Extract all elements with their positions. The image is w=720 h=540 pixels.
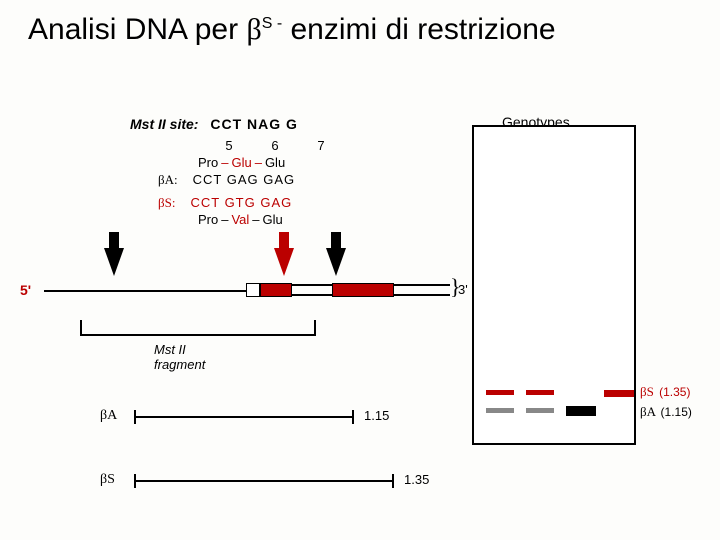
title-pre: Analisi DNA per — [28, 13, 246, 46]
codon-numbers: 5 6 7 — [220, 138, 330, 153]
mst-site: Mst II site: CCT NAG G — [130, 116, 298, 132]
gel-band — [486, 390, 514, 395]
dna-single-line — [44, 290, 260, 292]
gel-band — [526, 408, 554, 413]
arrow-head-black-1 — [104, 248, 124, 276]
gel-band — [486, 408, 514, 413]
intron — [292, 284, 332, 296]
exon-1 — [260, 283, 292, 297]
arrow-head-black-2 — [326, 248, 346, 276]
mst-fragment-label: Mst II fragment — [154, 342, 205, 372]
dna-diagram: 5' 3' } — [34, 232, 454, 342]
beta-s-aa: Pro–Val–Glu — [198, 212, 283, 227]
arrow-head-red — [274, 248, 294, 276]
five-prime: 5' — [20, 282, 31, 298]
title-post: enzimi di restrizione — [282, 13, 555, 46]
title-sup: S - — [262, 15, 282, 32]
empty-exon-start — [246, 283, 260, 297]
page-title: Analisi DNA per βS - enzimi di restrizio… — [28, 6, 556, 48]
gel-band — [566, 406, 596, 416]
gel-label-bs: βS (1.35) — [640, 384, 690, 400]
title-beta: β — [246, 13, 261, 46]
beta-a-aa: Pro–Glu–Glu — [198, 155, 285, 170]
brace-icon: } — [450, 274, 461, 300]
gel-band — [604, 390, 634, 397]
beta-s-seq: βS:CCT GTG GAG — [158, 195, 292, 211]
beta-a-seq: βA:CCT GAG GAG — [158, 172, 295, 188]
dna-double-tail — [394, 284, 450, 296]
gel-band — [526, 390, 554, 395]
gel-label-ba: βA (1.15) — [640, 404, 692, 420]
exon-2 — [332, 283, 394, 297]
gel-box — [472, 125, 636, 445]
